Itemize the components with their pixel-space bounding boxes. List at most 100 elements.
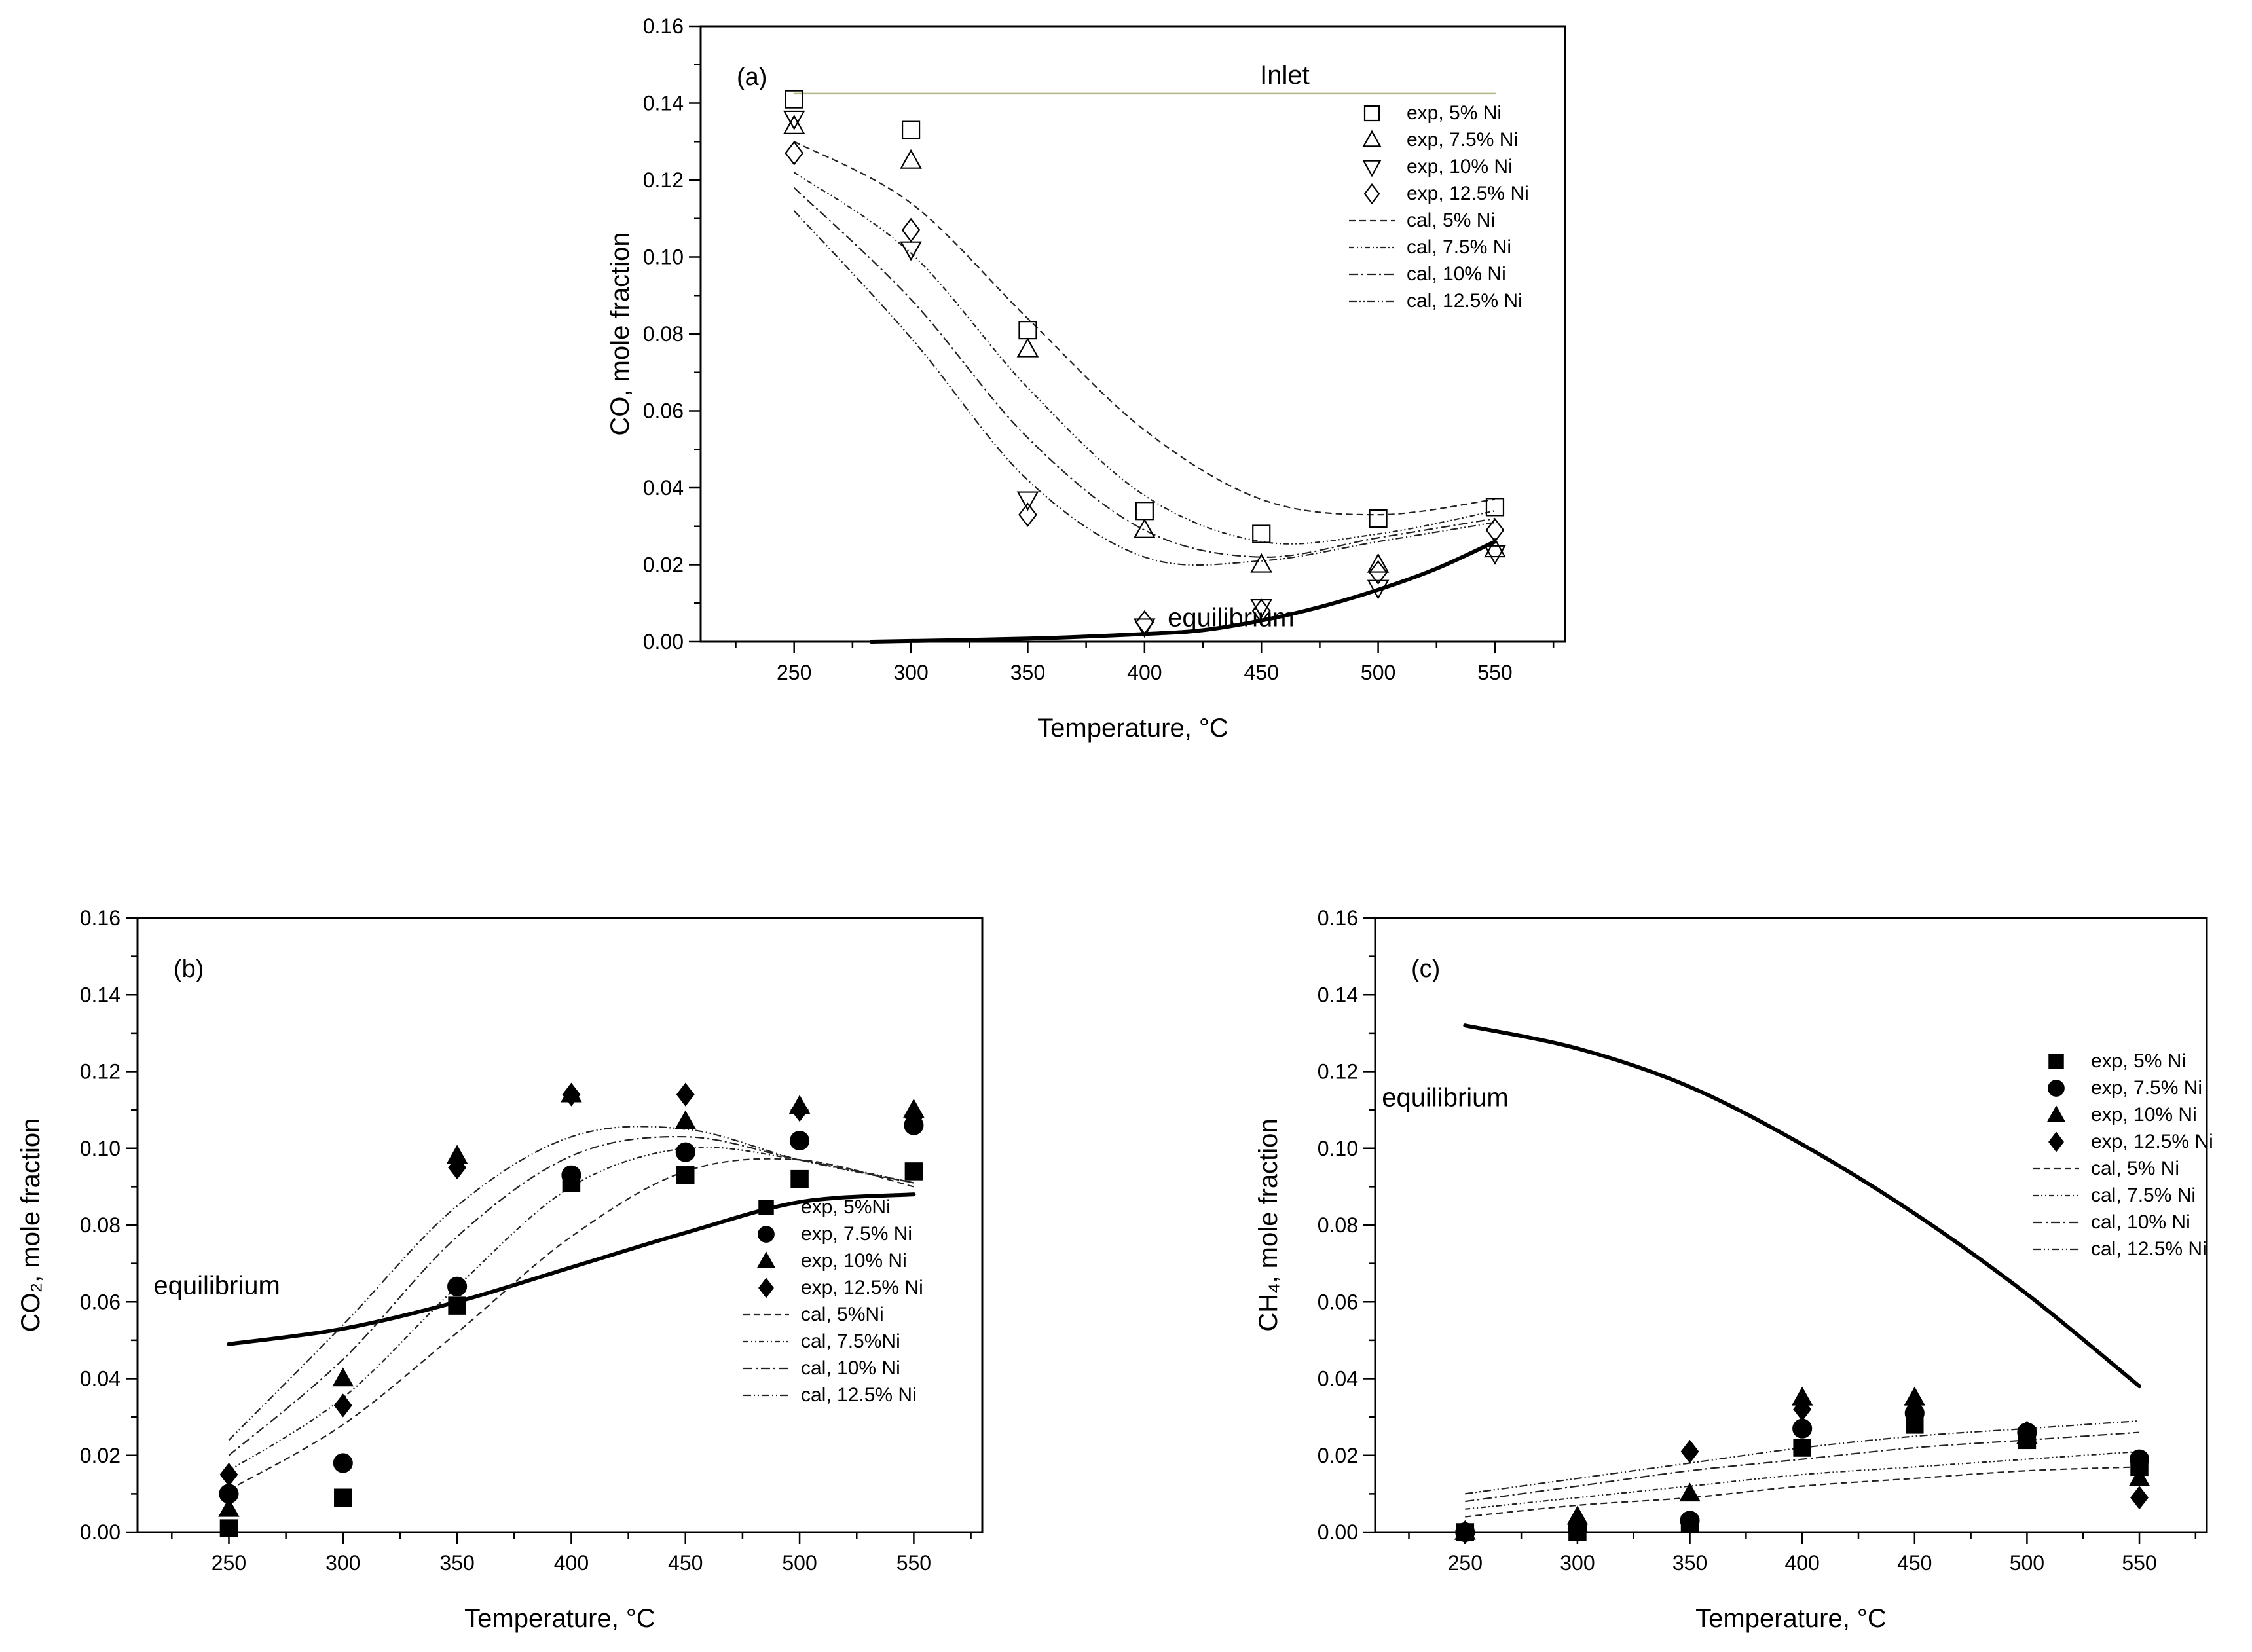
y-tick-label: 0.10 <box>80 1137 120 1160</box>
series-line-cal-10-ni <box>1465 1431 2140 1503</box>
legend-marker-exp-7-5-ni <box>2048 1080 2065 1097</box>
series-line-cal-5-ni <box>794 141 1496 516</box>
data-point-exp-7-5-ni <box>675 1142 695 1162</box>
data-point-exp-5-ni <box>219 1519 238 1537</box>
x-tick-label: 550 <box>1477 661 1512 684</box>
x-tick-label: 250 <box>212 1551 246 1575</box>
legend-label-exp-10-ni: exp, 10% Ni <box>1407 156 1513 177</box>
y-tick-label: 0.02 <box>1318 1444 1358 1467</box>
y-tick-label: 0.08 <box>80 1213 120 1237</box>
data-point-exp-5-ni <box>1252 524 1271 543</box>
legend-marker-exp-10-ni <box>1362 160 1382 177</box>
legend-marker-exp-7-5-ni <box>758 1226 775 1243</box>
annotation-equilibrium: equilibrium <box>1382 1083 1508 1112</box>
data-point-exp-7-5-ni <box>447 1276 468 1296</box>
data-point-exp-7-5-ni <box>1016 337 1039 358</box>
series-line-cal-12-5-ni <box>1465 1420 2140 1495</box>
data-point-exp-7-5-ni <box>561 1165 581 1185</box>
data-point-exp-12-5-ni <box>1793 1397 1812 1422</box>
legend-marker-exp-12-5-ni <box>1363 183 1380 205</box>
data-point-exp-10-ni <box>1367 579 1390 600</box>
legend-marker-exp-5-ni <box>1363 105 1380 122</box>
legend-label-cal-7-5-ni: cal, 7.5% Ni <box>1407 236 1511 258</box>
y-tick-label: 0.00 <box>1318 1520 1358 1544</box>
x-tick-label: 550 <box>2122 1551 2156 1575</box>
y-tick-label: 0.04 <box>80 1367 120 1391</box>
data-point-exp-12-5-ni <box>448 1155 467 1180</box>
data-point-exp-5-ni <box>790 1169 809 1188</box>
y-tick-label: 0.12 <box>1318 1060 1358 1084</box>
x-tick-label: 400 <box>1784 1551 1819 1575</box>
legend-label-cal-10-ni: cal, 10% Ni <box>801 1357 900 1379</box>
legend-label-exp-5-ni: exp, 5% Ni <box>2091 1050 2186 1072</box>
data-point-exp-12-5-ni <box>1485 517 1505 543</box>
legend-label-exp-10-ni: exp, 10% Ni <box>2091 1104 2197 1126</box>
legend-marker-exp-5-ni <box>2048 1054 2064 1069</box>
legend-label-exp-12-5-ni: exp, 12.5% Ni <box>2091 1131 2213 1152</box>
legend: exp, 5% Ni exp, 7.5% Ni exp, 10% Ni exp, 12… <box>2033 1050 2213 1260</box>
y-tick-label: 0.12 <box>80 1060 120 1084</box>
series-line-cal-7-5-ni <box>1465 1450 2140 1510</box>
data-point-exp-7-5-ni <box>1367 553 1390 573</box>
y-tick-label: 0.14 <box>1318 983 1358 1006</box>
data-point-exp-5-ni <box>448 1296 466 1315</box>
y-tick-label: 0.08 <box>643 322 684 346</box>
legend: exp, 5% Ni exp, 7.5% Ni exp, 10% Ni exp, 12… <box>1349 102 1529 312</box>
chart-co2-mole-fraction: 250 300 350 400 450 500 550 0.00 0.02 0.04 0.06 0.0… <box>16 906 984 1633</box>
legend-marker-exp-7-5-ni <box>1362 130 1382 147</box>
x-tick-label: 250 <box>1448 1551 1483 1575</box>
data-point-exp-5-ni <box>785 90 803 109</box>
legend-label-exp-12-5-ni: exp, 12.5% Ni <box>1407 183 1529 204</box>
legend-label-cal-5-ni: cal, 5% Ni <box>2091 1158 2179 1179</box>
legend-label-cal-5-ni: cal, 5%Ni <box>801 1304 884 1325</box>
y-tick-label: 0.14 <box>80 983 120 1006</box>
series-line-cal-10-ni <box>228 1135 914 1456</box>
data-point-exp-12-5-ni <box>785 141 804 166</box>
data-point-exp-10-ni <box>1016 491 1039 511</box>
data-point-exp-7-5-ni <box>333 1453 353 1473</box>
panel-label: (c) <box>1411 955 1440 983</box>
data-point-exp-5-ni <box>904 1162 923 1181</box>
panel-label: (a) <box>737 64 767 91</box>
data-point-exp-10-ni <box>1679 1482 1701 1502</box>
legend-label-cal-7-5-ni: cal, 7.5%Ni <box>801 1331 900 1352</box>
legend-marker-exp-5-ni <box>758 1200 774 1215</box>
y-tick-label: 0.04 <box>643 476 684 500</box>
x-tick-label: 450 <box>1897 1551 1932 1575</box>
data-point-exp-5-ni <box>901 120 921 139</box>
annotation-inlet: Inlet <box>1260 61 1310 90</box>
data-point-exp-7-5-ni <box>1134 518 1156 538</box>
legend-label-exp-12-5-ni: exp, 12.5% Ni <box>801 1277 923 1298</box>
series-line-cal-7-5-ni <box>794 172 1496 545</box>
y-tick-label: 0.16 <box>1318 906 1358 930</box>
legend-label-exp-7-5-ni: exp, 7.5% Ni <box>1407 129 1518 151</box>
y-tick-label: 0.06 <box>80 1290 120 1313</box>
x-tick-label: 350 <box>439 1551 474 1575</box>
x-tick-label: 550 <box>896 1551 931 1575</box>
y-tick-label: 0.00 <box>643 630 684 653</box>
x-tick-label: 500 <box>2010 1551 2044 1575</box>
chart-co-mole-fraction: 250 300 350 400 450 500 550 0.00 0.02 0.04 0.06 0.0… <box>606 14 1566 743</box>
legend-label-exp-7-5-ni: exp, 7.5% Ni <box>2091 1077 2202 1099</box>
legend-label-exp-5-ni: exp, 5% Ni <box>1407 102 1502 124</box>
series-line-cal-5-ni <box>1465 1466 2140 1518</box>
legend-marker-exp-12-5-ni <box>2048 1131 2064 1152</box>
data-point-exp-12-5-ni <box>1568 1516 1587 1541</box>
y-tick-label: 0.10 <box>1318 1137 1358 1160</box>
x-tick-label: 450 <box>668 1551 703 1575</box>
x-tick-label: 350 <box>1010 661 1045 684</box>
y-tick-label: 0.08 <box>1318 1213 1358 1237</box>
data-point-exp-10-ni <box>674 1110 696 1129</box>
data-point-exp-10-ni <box>332 1367 354 1387</box>
chart-ch4-mole-fraction: 250 300 350 400 450 500 550 0.00 0.02 0.04 0.06 0.0… <box>1254 906 2213 1633</box>
x-tick-label: 400 <box>554 1551 589 1575</box>
data-point-exp-12-5-ni <box>1251 598 1271 623</box>
y-tick-label: 0.06 <box>1318 1290 1358 1313</box>
data-point-exp-12-5-ni <box>1456 1520 1475 1545</box>
x-axis-label: Temperature, °C <box>1037 714 1228 743</box>
y-tick-label: 0.02 <box>643 553 684 577</box>
legend-marker-exp-10-ni <box>2047 1105 2065 1122</box>
legend-label-cal-12-5-ni: cal, 12.5% Ni <box>2091 1238 2207 1260</box>
legend-label-exp-10-ni: exp, 10% Ni <box>801 1250 907 1272</box>
